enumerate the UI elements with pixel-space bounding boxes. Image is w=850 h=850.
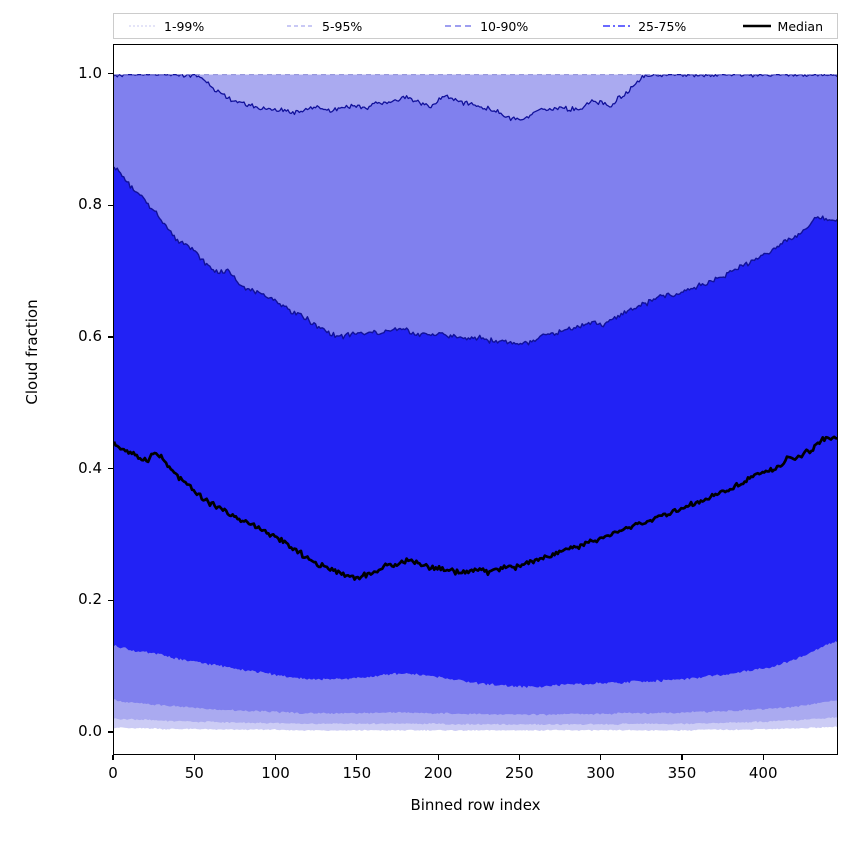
legend-label: 5-95% bbox=[322, 18, 363, 34]
x-tick-mark bbox=[274, 755, 277, 760]
legend-line-sample bbox=[445, 25, 474, 27]
x-tick-mark bbox=[356, 755, 358, 760]
legend-entry-median[interactable]: Median bbox=[742, 14, 823, 38]
x-tick-label: 400 bbox=[748, 764, 778, 782]
legend-line-sample bbox=[287, 25, 316, 27]
x-tick-mark bbox=[518, 755, 520, 760]
x-tick-label: 100 bbox=[261, 764, 290, 782]
band-25-75 bbox=[114, 167, 837, 688]
x-tick-label: 200 bbox=[423, 764, 453, 782]
legend-entry-25-75[interactable]: 25-75% bbox=[602, 14, 741, 38]
legend-label: 25-75% bbox=[638, 18, 687, 34]
y-tick-mark bbox=[108, 204, 113, 206]
y-tick-label: 0.0 bbox=[78, 721, 102, 740]
chart-svg bbox=[114, 73, 837, 732]
x-tick-label: 150 bbox=[342, 764, 372, 782]
legend-label: Median bbox=[777, 18, 823, 34]
x-tick-mark bbox=[112, 755, 114, 760]
y-tick-mark bbox=[108, 73, 113, 75]
legend-label: 1-99% bbox=[164, 18, 205, 34]
y-axis-label: Cloud fraction bbox=[23, 299, 41, 405]
y-tick-label: 0.2 bbox=[78, 590, 102, 609]
x-tick-label: 350 bbox=[667, 764, 697, 782]
x-tick-mark bbox=[762, 755, 764, 760]
median-line bbox=[114, 435, 837, 581]
legend-line-sample bbox=[603, 25, 632, 27]
y-tick-label: 0.4 bbox=[78, 458, 102, 477]
legend-line-sample bbox=[129, 25, 157, 27]
x-tick-label: 50 bbox=[184, 764, 204, 782]
legend-entry-5-95[interactable]: 5-95% bbox=[286, 14, 444, 38]
y-tick-label: 0.6 bbox=[78, 326, 102, 345]
y-tick-mark bbox=[108, 731, 113, 733]
x-tick-label: 0 bbox=[108, 764, 118, 782]
legend-entry-1-99[interactable]: 1-99% bbox=[128, 14, 286, 38]
x-tick-label: 300 bbox=[586, 764, 615, 782]
x-tick-mark bbox=[681, 755, 683, 760]
x-tick-mark bbox=[193, 755, 195, 760]
x-tick-mark bbox=[437, 755, 439, 760]
y-tick-label: 0.8 bbox=[78, 195, 102, 214]
x-tick-mark bbox=[600, 755, 602, 760]
plot-area bbox=[113, 44, 838, 755]
y-tick-mark bbox=[108, 336, 113, 338]
chart-legend: 1-99% 5-95% 10-90% 25-75% Median bbox=[113, 13, 838, 39]
legend-entry-10-90[interactable]: 10-90% bbox=[444, 14, 602, 38]
y-tick-mark bbox=[108, 599, 113, 601]
legend-label: 10-90% bbox=[480, 18, 529, 34]
legend-line-sample bbox=[742, 24, 771, 28]
x-axis-label: Binned row index bbox=[410, 796, 541, 814]
y-tick-label: 1.0 bbox=[78, 63, 102, 82]
edge-p75-upper bbox=[114, 166, 837, 346]
x-tick-label: 250 bbox=[505, 764, 534, 782]
y-tick-mark bbox=[108, 468, 113, 470]
